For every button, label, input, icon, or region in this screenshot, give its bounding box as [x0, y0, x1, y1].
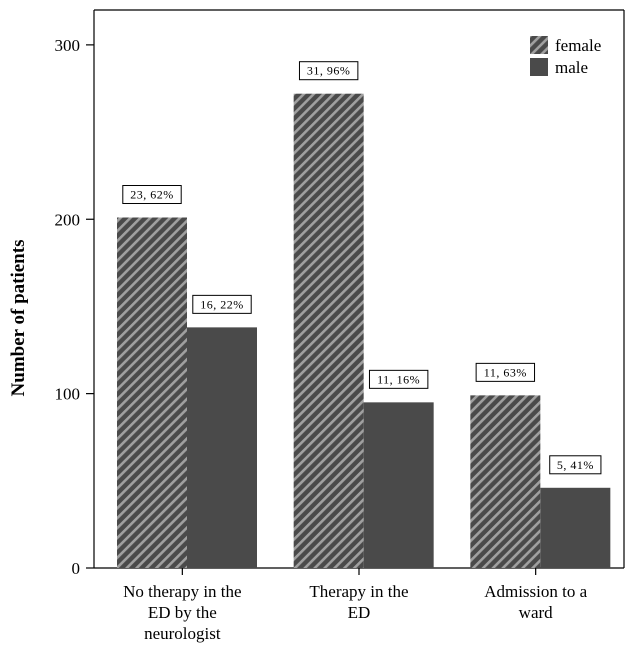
x-tick-label: Admission to a ward	[484, 582, 587, 622]
y-tick-label: 100	[55, 385, 81, 404]
bar-female	[117, 217, 187, 568]
y-tick-label: 300	[55, 36, 81, 55]
data-label-box	[298, 61, 359, 81]
x-tick-label-line: ED by the	[148, 603, 217, 622]
data-label-box	[192, 294, 252, 314]
x-tick-label-line: ED	[348, 603, 371, 622]
data-label-box	[475, 362, 536, 382]
bar-female	[470, 395, 541, 568]
x-tick-label-line: ward	[519, 603, 553, 622]
data-label-box	[122, 185, 182, 205]
data-label: 23, 62%	[130, 188, 174, 202]
data-label: 11, 63%	[484, 365, 527, 379]
legend-label-male: male	[555, 58, 588, 77]
x-tick-label: Therapy in the ED	[309, 582, 408, 622]
x-tick-label-line: Admission to a	[484, 582, 587, 601]
x-tick-label-line: No therapy in the	[123, 582, 242, 601]
legend-label-female: female	[555, 36, 601, 55]
x-tick-label-line: Therapy in the	[309, 582, 408, 601]
bar-male	[187, 327, 257, 568]
plot-area: 0 100 200 300 23, 62% 16, 22% No therapy in th…	[55, 9, 625, 643]
y-tick-label: 0	[72, 559, 81, 578]
y-axis-label: Number of patients	[8, 240, 29, 397]
data-label-box	[368, 369, 429, 389]
data-label: 16, 22%	[200, 297, 244, 311]
y-tick-label: 200	[55, 210, 81, 229]
bar-female	[293, 93, 364, 568]
legend-swatch-male	[530, 58, 548, 76]
bar-male	[363, 402, 434, 568]
bar-male	[540, 487, 611, 568]
legend-swatch-female	[530, 36, 548, 54]
data-label: 5, 41%	[557, 458, 594, 472]
x-tick-label-line: neurologist	[144, 624, 221, 643]
x-tick-label: No therapy in the ED by the neurologist	[123, 582, 242, 643]
data-label: 31, 96%	[307, 64, 351, 78]
data-label-box	[549, 455, 602, 475]
data-label: 11, 16%	[377, 372, 420, 386]
